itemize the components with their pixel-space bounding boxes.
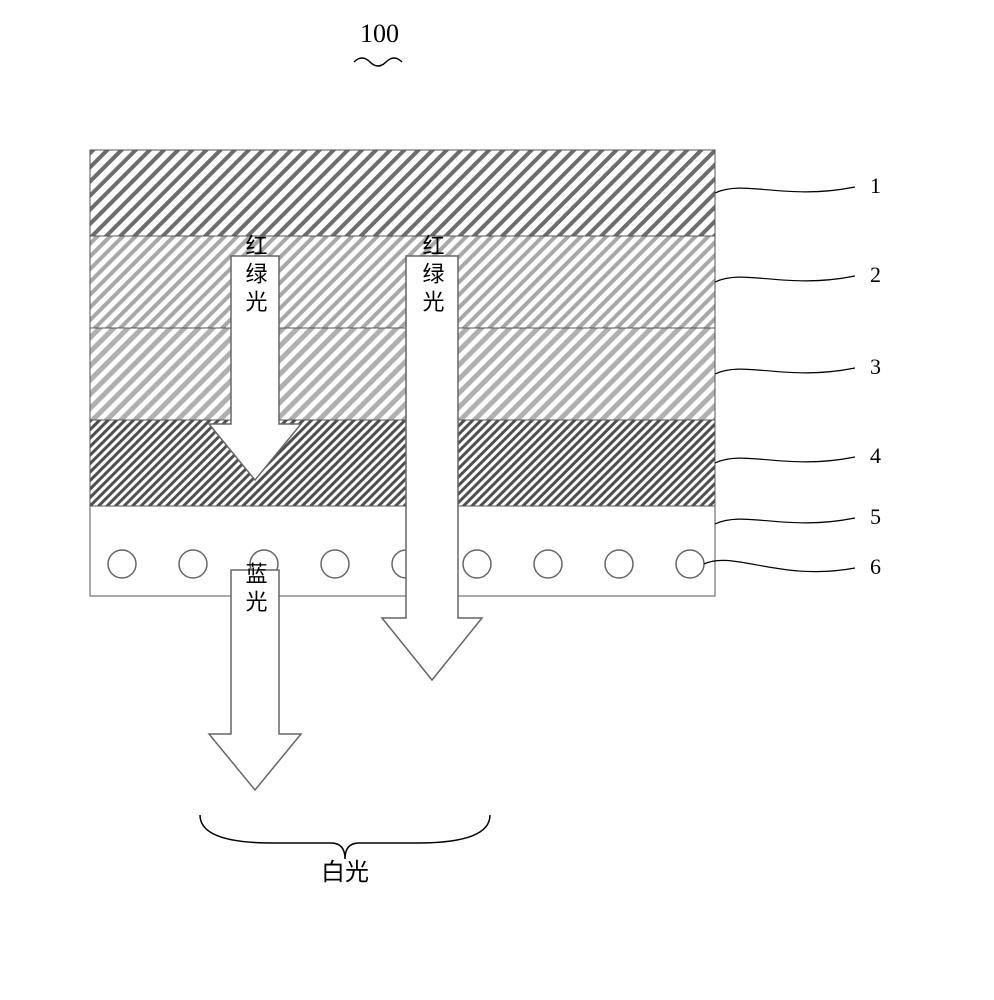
layer-label-5: 5: [870, 504, 881, 529]
layer-3: [90, 328, 715, 420]
layer-label-4: 4: [870, 443, 881, 468]
leader-line: [715, 276, 855, 282]
arrow-text-redgreen-long: 红绿光: [420, 234, 445, 318]
quantum-dot: [108, 550, 136, 578]
quantum-dot: [676, 550, 704, 578]
layer-label-6: 6: [870, 554, 881, 579]
leader-line: [715, 187, 855, 193]
leader-line: [715, 368, 855, 374]
layer-label-3: 3: [870, 354, 881, 379]
figure-ref-tilde: [354, 58, 402, 66]
figure-ref-label: 100: [360, 19, 399, 48]
quantum-dot: [534, 550, 562, 578]
leader-line: [715, 518, 855, 524]
layer-label-2: 2: [870, 262, 881, 287]
arrow-text-redgreen-short: 红绿光: [243, 234, 268, 318]
quantum-dot: [605, 550, 633, 578]
quantum-dot: [463, 550, 491, 578]
brace: [200, 815, 490, 859]
diagram-container: 100 1 2 3 4 5 6 红绿光 红绿光蓝光白光: [0, 0, 994, 1000]
leader-line: [715, 457, 855, 463]
layer-4: [90, 420, 715, 506]
layer-2: [90, 236, 715, 328]
layer-1: [90, 150, 715, 236]
brace-label: 白光: [321, 859, 369, 886]
arrow-text-blue: 蓝光: [243, 562, 268, 618]
leader-line: [704, 560, 855, 571]
layer-label-1: 1: [870, 173, 881, 198]
quantum-dot: [179, 550, 207, 578]
quantum-dot: [321, 550, 349, 578]
diagram-svg: 100 1 2 3 4 5 6 红绿光 红绿光蓝光白光: [0, 0, 994, 1000]
